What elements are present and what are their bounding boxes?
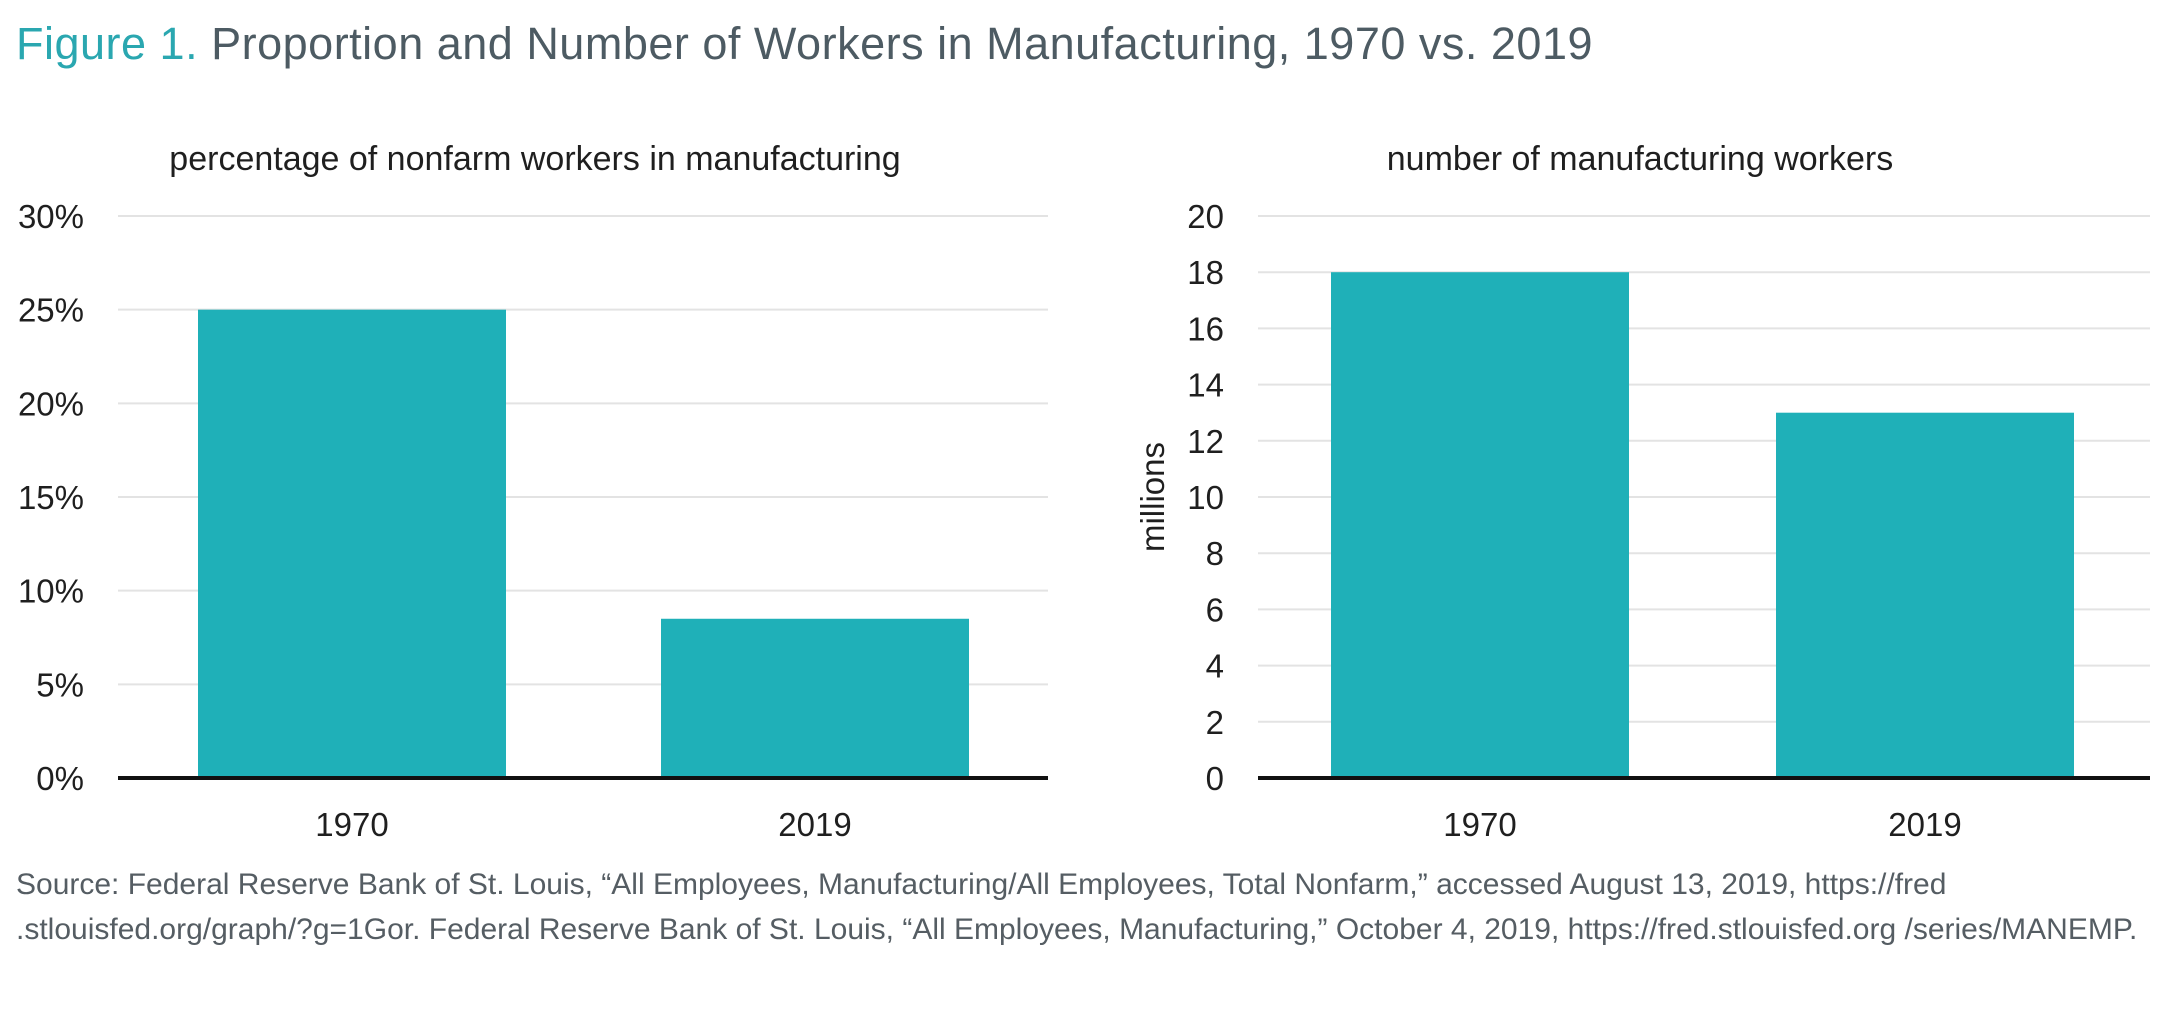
y-tick-label: 2 — [1206, 704, 1224, 741]
x-tick-label: 2019 — [1888, 806, 1961, 843]
y-tick-label: 0% — [36, 760, 84, 797]
bar-1970 — [1331, 272, 1629, 778]
figure-title-text: Proportion and Number of Workers in Manu… — [211, 18, 1593, 69]
y-tick-label: 12 — [1187, 423, 1224, 460]
y-tick-label: 14 — [1187, 367, 1224, 404]
chart-title: percentage of nonfarm workers in manufac… — [169, 140, 900, 178]
x-tick-label: 1970 — [315, 806, 388, 843]
y-tick-label: 15% — [18, 479, 84, 516]
bar-2019 — [1776, 412, 2074, 778]
source-note: Source: Federal Reserve Bank of St. Loui… — [16, 868, 2138, 946]
y-tick-label: 8 — [1206, 535, 1224, 572]
figure-label: Figure 1. — [16, 18, 199, 69]
y-tick-label: 10% — [18, 573, 84, 610]
bar-2019 — [661, 618, 969, 778]
y-tick-label: 16 — [1187, 310, 1224, 347]
chart-number-manufacturing: number of manufacturing workers 0 2 4 6 8 10 12… — [1134, 140, 2150, 843]
y-tick-label: 20% — [18, 385, 84, 422]
chart-percentage-manufacturing: percentage of nonfarm workers in manufac… — [18, 140, 1048, 843]
chart-title: number of manufacturing workers — [1387, 140, 1893, 178]
y-tick-label: 20 — [1187, 198, 1224, 235]
x-tick-label: 2019 — [778, 806, 851, 843]
y-tick-label: 0 — [1206, 760, 1224, 797]
y-tick-label: 6 — [1206, 591, 1224, 628]
y-tick-label: 5% — [36, 666, 84, 703]
y-tick-label: 30% — [18, 198, 84, 235]
y-tick-label: 10 — [1187, 479, 1224, 516]
bar-1970 — [198, 309, 506, 778]
figure-title: Figure 1. Proportion and Number of Worke… — [16, 14, 1593, 74]
y-tick-label: 4 — [1206, 648, 1224, 685]
x-tick-label: 1970 — [1443, 806, 1516, 843]
y-tick-label: 18 — [1187, 254, 1224, 291]
y-axis-label: millions — [1134, 442, 1171, 552]
y-tick-label: 25% — [18, 292, 84, 329]
